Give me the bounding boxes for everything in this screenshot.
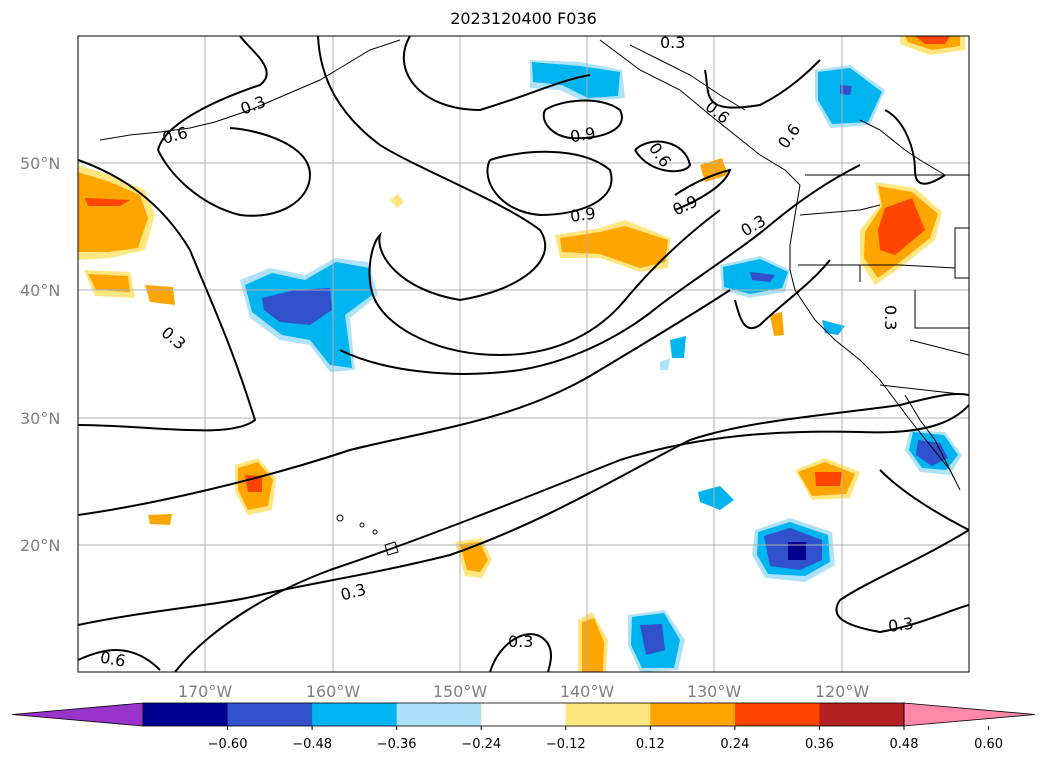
anomaly-cool <box>750 272 775 282</box>
anomaly-cool <box>670 336 686 358</box>
colorbar-tick-label: −0.60 <box>208 737 248 752</box>
colorbar: −0.60 −0.48 −0.36 −0.24 −0.12 0.12 0.24 0.36 0.4… <box>11 702 1036 752</box>
anomaly-warm <box>390 194 404 208</box>
anomaly-warm <box>85 198 130 206</box>
colorbar-tick-label: 0.48 <box>890 737 919 752</box>
contour-label: 0.6 <box>160 123 190 148</box>
lon-label: 140°W <box>560 682 615 701</box>
contour-label: 0.3 <box>881 305 900 330</box>
anomaly-fills <box>78 36 965 672</box>
colorbar-segment <box>312 703 398 726</box>
anomaly-cool <box>698 486 734 510</box>
anomaly-cool <box>822 320 845 335</box>
contour-label: 0.3 <box>738 211 770 240</box>
anomaly-cool <box>916 440 948 466</box>
contour-label: 0.9 <box>569 123 597 146</box>
lon-label: 150°W <box>433 682 488 701</box>
map-title: 2023120400 F036 <box>450 9 597 28</box>
anomaly-cool <box>788 542 806 560</box>
latitude-labels: 50°N 40°N 30°N 20°N <box>20 154 60 555</box>
contour-label: 0.3 <box>158 323 190 354</box>
anomaly-cool <box>532 62 620 98</box>
colorbar-segment <box>396 703 482 726</box>
colorbar-segment <box>734 703 820 726</box>
contour-label: 0.6 <box>702 97 734 128</box>
contour-label: 0.3 <box>338 580 368 605</box>
contour-label: 0.9 <box>670 191 701 219</box>
anomaly-warm <box>815 472 842 486</box>
colorbar-segment <box>819 703 905 726</box>
lat-label: 30°N <box>20 409 60 428</box>
colorbar-tick-label: 0.60 <box>974 737 1003 752</box>
map-frame <box>77 35 970 673</box>
colorbar-tick-label: 0.36 <box>805 737 834 752</box>
anomaly-warm <box>582 618 604 672</box>
anomaly-cool <box>818 68 882 124</box>
lat-label: 20°N <box>20 536 60 555</box>
colorbar-tick-label: −0.12 <box>546 737 586 752</box>
anomaly-cool <box>640 624 665 655</box>
anomaly-warm <box>770 312 784 336</box>
colorbar-segment <box>565 703 651 726</box>
colorbar-segment <box>650 703 736 726</box>
anomaly-warm <box>78 172 148 252</box>
contour-label: 0.6 <box>99 648 127 671</box>
colorbar-outline <box>142 702 905 727</box>
lon-label: 170°W <box>178 682 233 701</box>
colorbar-tick-label: −0.36 <box>377 737 417 752</box>
colorbar-extend-min <box>11 702 144 727</box>
anomaly-warm <box>148 514 172 525</box>
map-area: 0.3 0.6 0.9 0.9 0.3 0.6 0.3 0.9 0.6 0.3 … <box>78 33 969 672</box>
lon-label: 160°W <box>306 682 361 701</box>
lat-label: 50°N <box>20 154 60 173</box>
lat-label: 40°N <box>20 281 60 300</box>
colorbar-segment <box>143 703 229 726</box>
contour-label: 0.9 <box>569 204 597 226</box>
contour-label: 0.3 <box>508 632 533 651</box>
contours <box>78 36 969 672</box>
anomaly-warm <box>145 285 175 305</box>
contour-label: 0.6 <box>774 120 804 152</box>
lon-label: 120°W <box>815 682 870 701</box>
longitude-labels: 170°W 160°W 150°W 140°W 130°W 120°W <box>178 682 870 701</box>
contour-label: 0.3 <box>238 92 268 119</box>
graticule <box>78 36 969 672</box>
anomaly-cool <box>262 288 332 325</box>
colorbar-tick-label: 0.24 <box>720 737 749 752</box>
anomaly-warm <box>88 274 130 292</box>
contour-label: 0.3 <box>887 614 915 636</box>
colorbar-segment <box>481 703 567 726</box>
lon-label: 130°W <box>687 682 742 701</box>
anomaly-cool <box>660 358 670 370</box>
colorbar-tick-label: −0.24 <box>461 737 501 752</box>
contour-label: 0.3 <box>660 33 685 52</box>
colorbar-segment <box>227 703 313 726</box>
anomaly-warm <box>878 198 925 255</box>
colorbar-tick-label: 0.12 <box>636 737 665 752</box>
anomaly-cool <box>840 85 852 95</box>
anomaly-warm <box>915 36 950 44</box>
colorbar-tick-label: −0.48 <box>292 737 332 752</box>
colorbar-extend-max <box>903 702 1036 727</box>
